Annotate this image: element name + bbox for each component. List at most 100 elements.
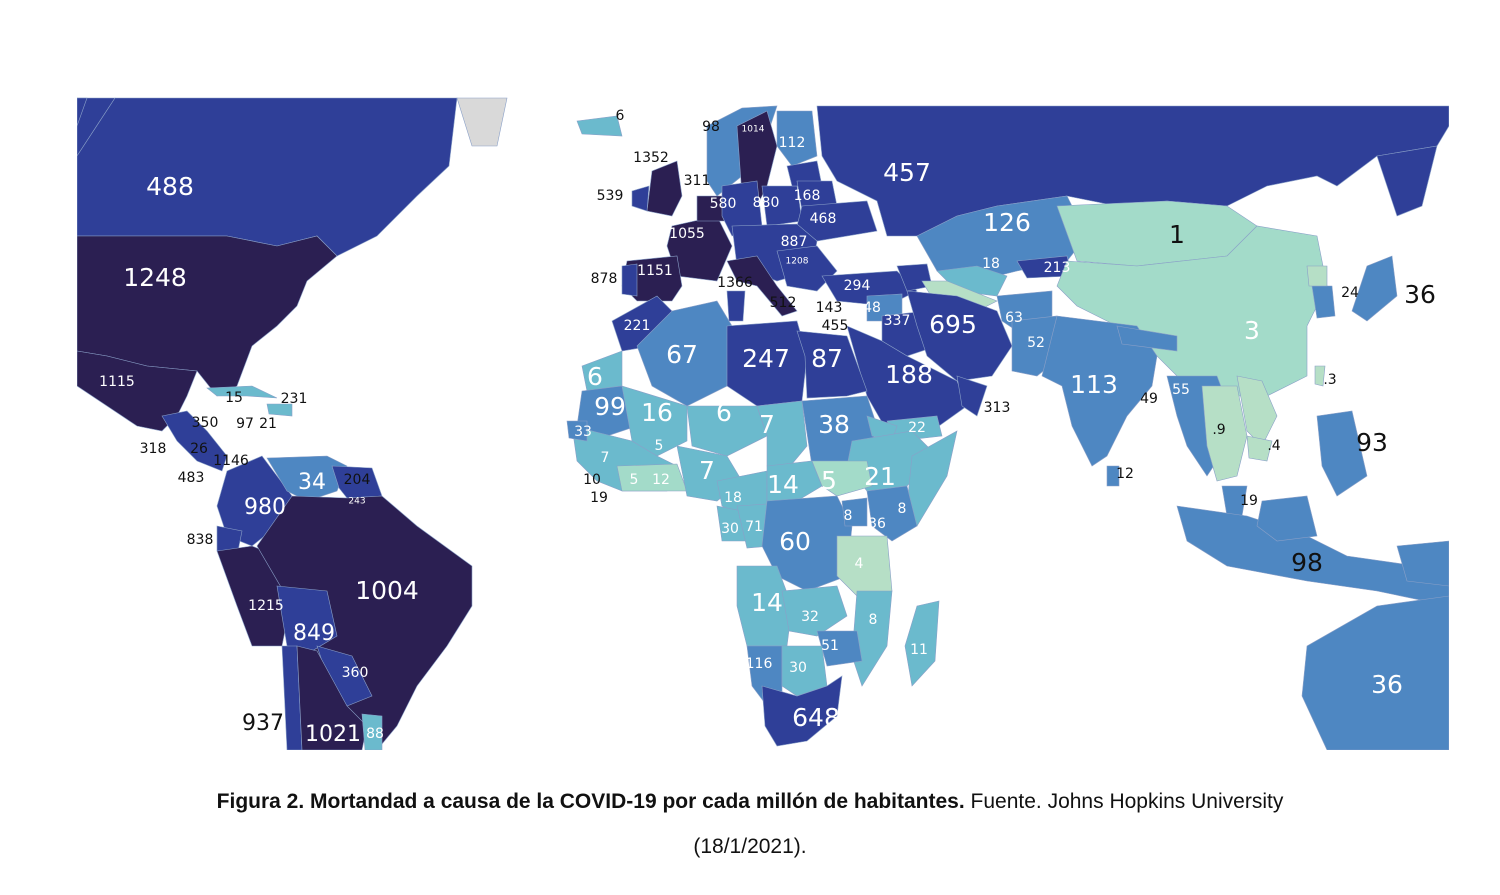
- country-zimbabwe: [816, 630, 863, 667]
- label-gabon: 30: [721, 521, 739, 537]
- country-greenland-gray: [456, 97, 508, 147]
- label-italy: 1366: [717, 275, 753, 291]
- country-japan: [1351, 255, 1398, 322]
- country-finland: [776, 110, 818, 167]
- caption-source: Fuente. Johns Hopkins University: [964, 790, 1284, 813]
- country-uruguay: [361, 713, 383, 750]
- label-zimbabwe: 51: [821, 638, 839, 654]
- label-cyprus: 143: [816, 300, 843, 316]
- country-kamchatka: [1376, 145, 1438, 217]
- label-costarica: 483: [178, 470, 205, 486]
- label-namibia: 116: [746, 656, 773, 672]
- label-tanzania: 4: [855, 556, 864, 572]
- label-brazil: 1004: [355, 576, 419, 605]
- country-thailand: [1201, 385, 1248, 482]
- country-mali: [621, 385, 688, 457]
- figure-caption: Figura 2. Mortandad a causa de la COVID-…: [0, 790, 1500, 814]
- label-colombia: 980: [244, 495, 286, 520]
- label-china: 3: [1244, 316, 1260, 345]
- country-italy: [726, 255, 798, 317]
- label-tunisia: 512: [770, 295, 797, 311]
- label-finland: 112: [779, 135, 806, 151]
- label-portugal: 878: [591, 271, 618, 287]
- country-kenya: [866, 485, 918, 542]
- label-bulgaria: 1208: [786, 257, 809, 267]
- country-philippines: [1316, 410, 1368, 497]
- label-ethiopia: 21: [864, 462, 896, 491]
- label-spain: 1151: [637, 263, 673, 279]
- label-iceland: 6: [616, 108, 625, 124]
- country-southafrica: [761, 675, 843, 747]
- label-bolivia: 849: [293, 621, 335, 646]
- label-sweden: 1014: [742, 125, 765, 135]
- label-uk: 1352: [633, 150, 669, 166]
- label-chile: 937: [242, 711, 284, 736]
- country-laos: [1236, 375, 1278, 447]
- label-pakistan: 52: [1027, 335, 1045, 351]
- country-portugal: [621, 263, 638, 297]
- label-denmark: 311: [684, 173, 711, 189]
- country-nepal: [1116, 325, 1178, 352]
- country-iran: [906, 290, 1013, 382]
- label-cameroon: 18: [724, 490, 742, 506]
- label-nepal: 55: [1172, 382, 1190, 398]
- country-borneo: [1256, 495, 1318, 542]
- label-car: 14: [767, 470, 799, 499]
- label-nicaragua: 26: [190, 441, 208, 457]
- country-zambia: [781, 585, 848, 637]
- country-nkorea: [1306, 265, 1328, 287]
- label-syria: 48: [863, 300, 881, 316]
- label-sudan: 38: [818, 410, 850, 439]
- country-alaska: [77, 97, 88, 127]
- label-kenya: 36: [868, 516, 886, 532]
- label-kyrgyzstan: 213: [1044, 260, 1071, 276]
- label-sierraleone: 10: [583, 472, 601, 488]
- label-vietnam: .4: [1267, 438, 1280, 454]
- country-cuba: [206, 385, 278, 399]
- country-uganda: [841, 497, 868, 527]
- label-libya: 247: [742, 344, 790, 373]
- label-malaysia: 19: [1240, 493, 1258, 509]
- label-madagascar: 11: [910, 642, 928, 658]
- label-somalia: 8: [898, 501, 907, 517]
- label-guinea: 7: [601, 450, 610, 466]
- countries: [77, 97, 1449, 750]
- label-iran: 695: [929, 310, 977, 339]
- label-turkey: 294: [844, 278, 871, 294]
- label-ukraine: 468: [810, 211, 837, 227]
- label-haiti: 21: [259, 416, 277, 432]
- label-uruguay: 88: [366, 726, 384, 742]
- label-srilanka: 12: [1116, 466, 1134, 482]
- label-congo: 71: [745, 519, 763, 535]
- label-algeria: 67: [666, 340, 698, 369]
- country-taiwan: [1314, 365, 1326, 387]
- label-puertorico: 231: [281, 391, 308, 407]
- label-ivorycoast: 5: [630, 472, 639, 488]
- label-guyana: 204: [344, 472, 371, 488]
- label-wsahara: 6: [587, 362, 603, 391]
- country-iceland: [576, 115, 623, 137]
- country-egypt: [796, 330, 868, 399]
- label-botswana: 30: [789, 660, 807, 676]
- country-ukraine: [796, 200, 878, 242]
- label-taiwan: .3: [1323, 372, 1336, 388]
- label-lebanon: 455: [822, 318, 849, 334]
- label-australia: 36: [1371, 670, 1403, 699]
- label-philippines: 93: [1356, 428, 1388, 457]
- label-paraguay: 360: [342, 665, 369, 681]
- label-chad: 7: [759, 410, 775, 439]
- label-burkina: 5: [655, 438, 664, 454]
- label-suriname: 243: [348, 497, 365, 507]
- label-hungary: 887: [781, 234, 808, 250]
- label-russia: 457: [883, 158, 931, 187]
- label-mali: 16: [641, 398, 673, 427]
- country-newguinea: [1396, 540, 1449, 587]
- label-afghanistan: 63: [1005, 310, 1023, 326]
- label-thailand: .9: [1212, 422, 1225, 438]
- country-bolivia: [276, 585, 338, 652]
- label-egypt: 87: [811, 344, 843, 373]
- label-belize: 350: [192, 415, 219, 431]
- label-usa: 1248: [123, 263, 187, 292]
- country-car: [766, 460, 823, 502]
